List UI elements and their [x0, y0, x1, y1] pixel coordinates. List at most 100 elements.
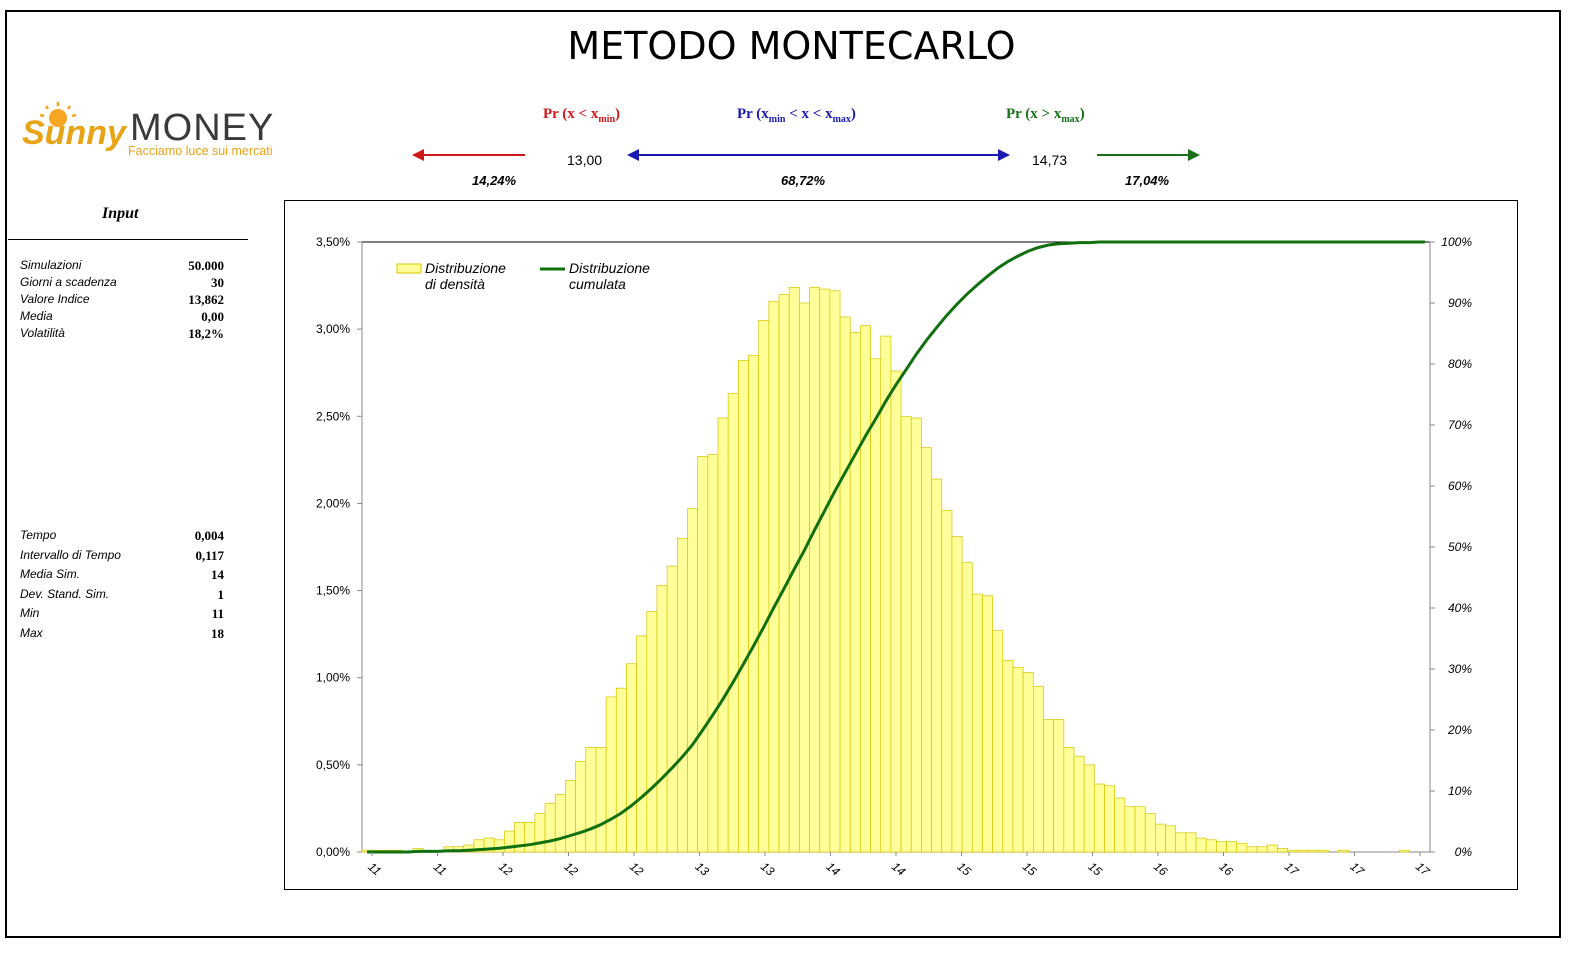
prob-below-label: Pr (x < xmin) [543, 106, 621, 125]
density-bar [1399, 849, 1411, 853]
density-bar [1053, 719, 1065, 853]
y-left-tick-label: 2,00% [316, 496, 350, 510]
density-bar [626, 663, 637, 853]
density-bar [605, 696, 617, 853]
density-bar [636, 635, 648, 853]
density-bar [1256, 846, 1268, 853]
param-value: 13,862 [188, 292, 224, 307]
y-right-tick-label: 10% [1448, 784, 1472, 798]
density-bar [585, 747, 597, 853]
density-bar [534, 813, 546, 853]
density-bar [595, 747, 607, 853]
density-bar [951, 536, 963, 853]
density-bar [1246, 846, 1258, 853]
density-bar [1073, 755, 1085, 853]
x-tick-label: 11 [365, 860, 384, 879]
x-max-value: 14,73 [1032, 152, 1068, 168]
density-bar [1236, 842, 1248, 853]
y-right-tick-label: 60% [1448, 479, 1472, 493]
density-bar [1114, 797, 1126, 853]
param-value: 14 [211, 567, 224, 582]
density-bar [809, 286, 821, 853]
density-bar [941, 510, 953, 853]
density-bar [1226, 841, 1238, 853]
density-bar [870, 358, 882, 853]
density-bar [707, 454, 719, 853]
x-tick-label: 17 [1282, 859, 1302, 879]
density-bar [1093, 783, 1105, 853]
y-right-tick-label: 20% [1447, 723, 1472, 737]
param-value: 0,117 [195, 547, 224, 563]
param-key: Dev. Stand. Sim. [20, 586, 110, 601]
density-bar [1266, 844, 1278, 853]
density-bar [1287, 849, 1299, 853]
prob-between-value: 68,72% [781, 173, 826, 188]
param-value: 11 [211, 606, 224, 621]
x-tick-label: 15 [1020, 859, 1039, 879]
y-right-tick-label: 30% [1448, 662, 1472, 676]
density-bar [778, 293, 790, 853]
density-bar [992, 630, 1004, 853]
logo-script: Sunny [22, 114, 128, 152]
prob-above-value: 17,04% [1125, 173, 1170, 188]
y-right-tick-label: 90% [1448, 296, 1472, 310]
density-bar [1205, 839, 1217, 853]
density-bar [1338, 849, 1349, 853]
y-left-tick-label: 0,50% [316, 758, 350, 772]
density-bar [676, 537, 688, 853]
param-key: Intervallo di Tempo [20, 547, 121, 562]
density-bar [727, 393, 739, 853]
legend-cumulative-label: Distribuzione [569, 260, 650, 276]
x-tick-label: 16 [1151, 859, 1170, 879]
x-tick-label: 13 [758, 859, 777, 879]
param-value: 18,2% [188, 326, 224, 341]
x-tick-label: 12 [496, 859, 515, 879]
sunny-money-logo: Sunny MONEY Facciamo luce sui mercati [22, 102, 273, 158]
sun-icon [39, 102, 77, 127]
x-tick-label: 13 [692, 859, 711, 879]
param-key: Giorni a scadenza [20, 275, 117, 289]
density-bar [1317, 849, 1329, 853]
density-bar [931, 478, 943, 853]
density-bar [554, 794, 566, 853]
density-bar [1297, 849, 1309, 853]
density-bar [1104, 785, 1116, 853]
legend-density-swatch [396, 263, 422, 274]
density-bar [1134, 806, 1146, 853]
x-tick-label: 15 [1085, 859, 1104, 879]
density-bar [758, 320, 770, 853]
param-key: Max [20, 625, 43, 640]
param-key: Media Sim. [20, 567, 81, 581]
param-key: Simulazioni [20, 258, 82, 272]
x-tick-label: 12 [561, 859, 580, 879]
prob-above-label: Pr (x > xmax) [1006, 106, 1085, 125]
density-bar [910, 417, 922, 853]
density-bar [1002, 659, 1014, 853]
density-bar [666, 565, 678, 853]
density-bar [646, 611, 658, 853]
chart-container: 0,00% 0,50% 1,00% 1,50% 2,00% 2,50% 3,00% 3,50%… [284, 200, 1518, 890]
density-bar [1144, 813, 1156, 853]
density-bar [1165, 825, 1177, 853]
page-title: METODO MONTECARLO [567, 24, 1016, 68]
density-bar [1155, 823, 1166, 853]
density-bar [819, 288, 831, 853]
legend-cumulative-label-2: cumulata [569, 276, 626, 292]
input-title: Input [102, 205, 139, 222]
density-bar [737, 360, 749, 853]
density-bar [1175, 832, 1187, 853]
x-tick-label: 15 [954, 859, 973, 879]
y-left-tick-label: 1,50% [316, 584, 350, 598]
density-bar [890, 370, 902, 853]
x-tick-label: 11 [431, 860, 450, 879]
density-bar [687, 508, 699, 853]
montecarlo-chart: 0,00% 0,50% 1,00% 1,50% 2,00% 2,50% 3,00% 3,50%… [316, 235, 1472, 879]
density-bar [839, 316, 851, 853]
density-bar [1195, 837, 1207, 853]
density-bar [1185, 832, 1197, 853]
param-key: Media [20, 309, 53, 323]
density-bar [982, 595, 993, 853]
density-bar [921, 447, 932, 853]
density-bar [697, 456, 709, 853]
density-bar [748, 354, 760, 853]
